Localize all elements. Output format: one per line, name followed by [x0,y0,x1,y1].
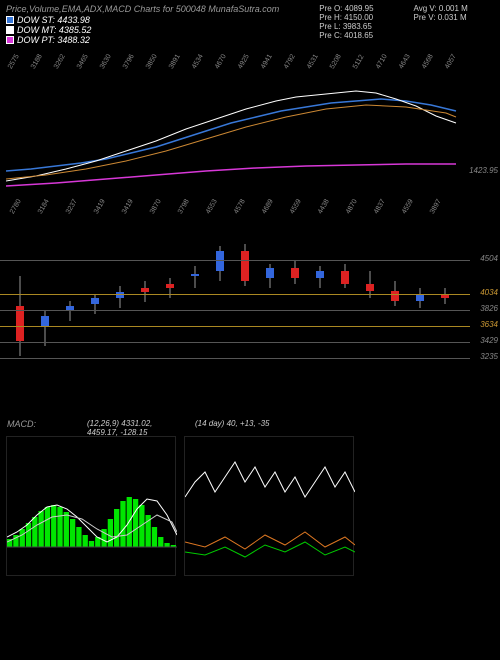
legend-item: DOW ST: 4433.98 [6,15,279,25]
adx-panel: (14 day) 40, +13, -35 [184,436,354,576]
avg-row: Pre V: 0.031 M [414,13,468,22]
adx-params: (14 day) 40, +13, -35 [195,419,270,428]
prev-row: Pre O: 4089.95 [319,4,373,13]
grid-line [0,260,470,261]
grid-line [0,326,470,327]
prev-ohlc: Pre O: 4089.95Pre H: 4150.00Pre L: 3983.… [319,4,373,45]
candlestick-chart: 2780318432373419341938703798455345784689… [0,196,500,356]
legend-item: DOW MT: 4385.52 [6,25,279,35]
legend-swatch [6,26,14,34]
grid-line [0,310,470,311]
y-axis-label: 4504 [480,254,498,263]
header: Price,Volume,EMA,ADX,MACD Charts for 500… [0,0,500,49]
y-axis-label: 1423.95 [469,166,498,175]
chart-title: Price,Volume,EMA,ADX,MACD Charts for 500… [6,4,279,14]
legend-swatch [6,16,14,24]
prev-row: Pre C: 4018.65 [319,31,373,40]
legend-item: DOW PT: 3488.32 [6,35,279,45]
y-axis-label: 3429 [480,336,498,345]
legend-label: DOW PT: 3488.32 [17,35,90,45]
macd-params: (12,26,9) 4331.02, 4459.17, -128.15 [87,419,175,437]
grid-line [0,342,470,343]
prev-row: Pre L: 3983.65 [319,22,373,31]
prev-row: Pre H: 4150.00 [319,13,373,22]
grid-line [0,358,470,359]
legend-swatch [6,36,14,44]
y-axis-label: 3235 [480,352,498,361]
y-axis-label: 3634 [480,320,498,329]
avg-row: Avg V: 0.001 M [414,4,468,13]
y-axis-label: 3826 [480,304,498,313]
grid-line [0,294,470,295]
avg-vol: Avg V: 0.001 MPre V: 0.031 M [414,4,468,45]
macd-panel: MACD: (12,26,9) 4331.02, 4459.17, -128.1… [6,436,176,576]
price-ma-chart: 2575318832623465363037963850389145344670… [0,51,500,191]
macd-title: MACD: [7,419,36,429]
legend-label: DOW MT: 4385.52 [17,25,91,35]
y-axis-label: 4034 [480,288,498,297]
indicator-section: MACD: (12,26,9) 4331.02, 4459.17, -128.1… [0,436,500,576]
legend-label: DOW ST: 4433.98 [17,15,90,25]
